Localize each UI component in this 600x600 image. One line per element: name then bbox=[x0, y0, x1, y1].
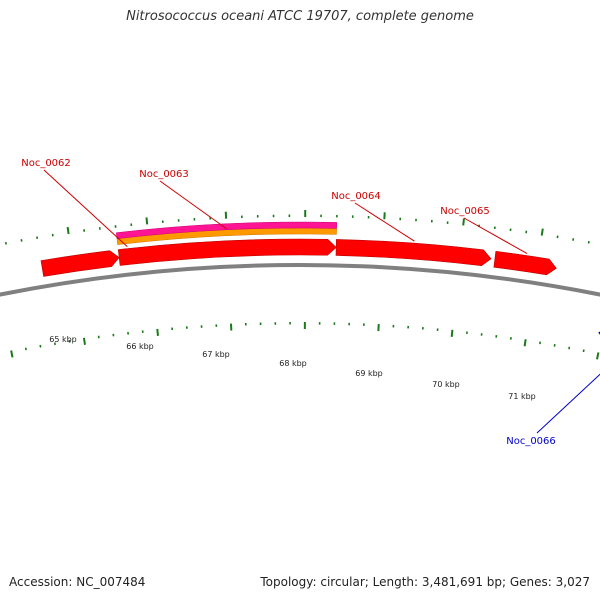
genome-summary-text: Topology: circular; Length: 3,481,691 bp… bbox=[260, 575, 590, 589]
label-line-noc-0064 bbox=[354, 202, 415, 242]
feature-band-pink bbox=[115, 221, 338, 239]
major-tick bbox=[450, 329, 454, 337]
outer-tick-ring bbox=[4, 210, 590, 245]
gene-label-noc-0063[interactable]: Noc_0063 bbox=[139, 169, 189, 180]
major-tick bbox=[540, 228, 544, 236]
gene-arrow-noc-0064 bbox=[335, 239, 492, 267]
gene-label-noc-0066[interactable]: Noc_0066 bbox=[506, 436, 556, 447]
inner-tick-ring bbox=[10, 322, 600, 360]
tick-label-67: 67 kbp bbox=[202, 350, 230, 359]
map-title: Nitrosococcus oceani ATCC 19707, complet… bbox=[126, 9, 474, 24]
gene-arrow-unnamed-0 bbox=[40, 250, 120, 277]
major-tick bbox=[82, 337, 86, 345]
major-tick bbox=[523, 339, 527, 347]
gene-label-noc-0064[interactable]: Noc_0064 bbox=[331, 191, 381, 202]
genome-backbone bbox=[0, 263, 600, 297]
gene-track bbox=[40, 238, 600, 335]
gene-arrow-noc-0062 bbox=[117, 238, 337, 266]
accession-text: Accession: NC_007484 bbox=[9, 575, 146, 589]
tick-label-69: 69 kbp bbox=[355, 369, 383, 378]
label-line-noc-0063 bbox=[159, 180, 227, 230]
major-tick bbox=[10, 350, 14, 358]
feature-track bbox=[115, 221, 338, 245]
gene-label-lines bbox=[43, 169, 600, 434]
label-line-noc-0065 bbox=[463, 217, 528, 255]
gene-label-noc-0065[interactable]: Noc_0065 bbox=[440, 206, 490, 217]
tick-label-65: 65 kbp bbox=[49, 335, 77, 344]
tick-label-66: 66 kbp bbox=[126, 342, 154, 351]
tick-label-71: 71 kbp bbox=[508, 392, 536, 401]
tick-label-68: 68 kbp bbox=[279, 359, 307, 368]
major-tick bbox=[145, 217, 149, 225]
tick-label-70: 70 kbp bbox=[432, 380, 460, 389]
major-tick bbox=[156, 328, 159, 336]
label-line-noc-0062 bbox=[43, 169, 128, 247]
major-tick bbox=[462, 218, 465, 226]
label-line-noc-0066 bbox=[536, 373, 600, 434]
major-tick bbox=[66, 226, 70, 235]
gene-arrow-noc-0065 bbox=[493, 250, 557, 276]
major-tick bbox=[596, 352, 600, 360]
gene-label-noc-0062[interactable]: Noc_0062 bbox=[21, 158, 71, 169]
